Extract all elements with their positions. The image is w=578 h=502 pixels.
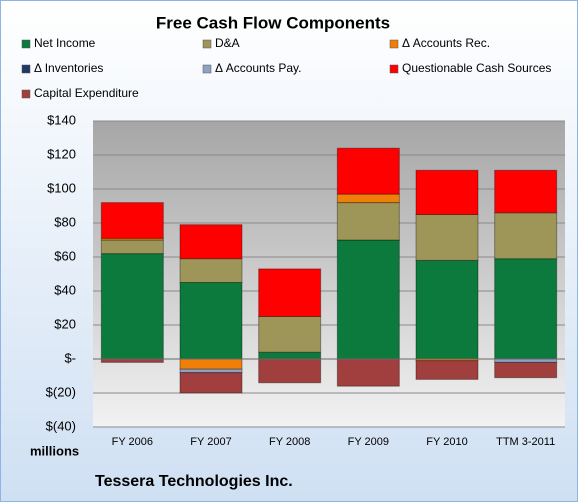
legend-swatch (202, 64, 212, 74)
bar-segment (100, 202, 164, 239)
chart-title: Free Cash Flow Components (156, 13, 390, 32)
bar-segment (179, 282, 243, 360)
bar-segment (179, 372, 243, 394)
bar-segment (179, 224, 243, 260)
y-tick-label: $40 (54, 282, 76, 297)
bar-segment (494, 358, 558, 363)
legend-swatch (389, 39, 399, 49)
bar-segment (100, 358, 164, 363)
bar-segment (179, 368, 243, 374)
bar-segment (494, 212, 558, 260)
y-tick-label: $80 (54, 214, 76, 229)
legend-label: Δ Accounts Pay. (215, 61, 302, 75)
bar-segment (415, 214, 479, 261)
y-tick-label: $20 (54, 316, 76, 331)
y-tick-label: $140 (47, 112, 76, 127)
x-tick-label: FY 2006 (112, 436, 153, 448)
x-tick-label: FY 2010 (426, 436, 467, 448)
y-tick-label: $60 (54, 248, 76, 263)
bar-segment (336, 239, 400, 360)
legend-label: D&A (215, 36, 240, 50)
y-tick-label: $- (64, 350, 76, 365)
bar-segment (415, 259, 479, 360)
bar-segment (258, 316, 322, 353)
legend-swatch (21, 64, 31, 74)
bar-segment (336, 147, 400, 195)
x-tick-label: FY 2008 (269, 436, 310, 448)
footer: Tessera Technologies Inc. (95, 473, 293, 490)
bar-segment (494, 258, 558, 360)
legend-swatch (389, 64, 399, 74)
bar-segment (258, 358, 322, 384)
y-tick-label: $(20) (46, 384, 76, 399)
legend-swatch (21, 89, 31, 99)
legend-label: Δ Accounts Rec. (402, 36, 490, 50)
bar-segment (258, 268, 322, 317)
bar-segment (258, 351, 322, 360)
y-tick-label: $100 (47, 180, 76, 195)
legend-label: Δ Inventories (34, 61, 103, 75)
y-tick-label: $(40) (46, 418, 76, 433)
bar-segment (100, 239, 164, 255)
x-tick-label: TTM 3-2011 (496, 436, 555, 448)
y-tick-label: $120 (47, 146, 76, 161)
bar-segment (100, 253, 164, 360)
bar-segment (336, 202, 400, 241)
plot-area (93, 121, 565, 427)
x-tick-label: FY 2007 (190, 436, 231, 448)
legend-swatch (21, 39, 31, 49)
legend-label: Questionable Cash Sources (402, 61, 551, 75)
bar-segment (336, 358, 400, 387)
bar-segment (179, 358, 243, 370)
x-tick-label: FY 2009 (348, 436, 389, 448)
bar-segment (336, 193, 400, 204)
bar-segment (494, 361, 558, 379)
bar-segment (415, 360, 479, 380)
legend-label: Capital Expenditure (34, 86, 139, 100)
bar-segment (179, 258, 243, 284)
bar-segment (415, 169, 479, 216)
y-axis-label: millions (30, 443, 79, 458)
bar-segment (494, 169, 558, 214)
legend-swatch (202, 39, 212, 49)
legend-label: Net Income (34, 36, 96, 50)
